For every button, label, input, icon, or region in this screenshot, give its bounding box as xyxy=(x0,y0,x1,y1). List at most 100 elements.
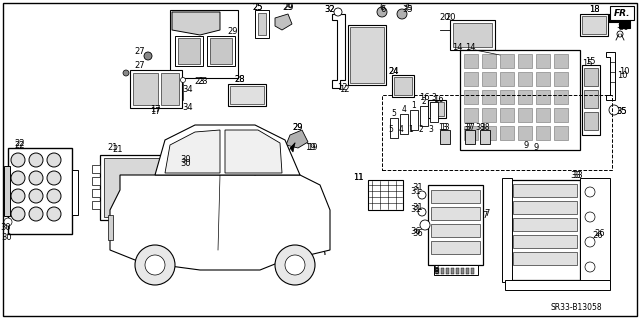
Polygon shape xyxy=(110,175,330,270)
Text: 22: 22 xyxy=(15,138,25,147)
Bar xyxy=(255,10,269,38)
Bar xyxy=(453,23,492,47)
Bar xyxy=(100,155,165,220)
Bar xyxy=(258,13,266,35)
Text: 25: 25 xyxy=(253,3,263,11)
Bar xyxy=(431,190,480,203)
Text: 30: 30 xyxy=(1,224,12,233)
Bar xyxy=(92,165,100,173)
Bar xyxy=(428,185,483,265)
Bar xyxy=(536,72,550,86)
Circle shape xyxy=(135,245,175,285)
Text: 33: 33 xyxy=(573,172,584,181)
Text: 23: 23 xyxy=(198,78,208,86)
Bar xyxy=(500,90,514,104)
Circle shape xyxy=(47,171,61,185)
Bar xyxy=(536,54,550,68)
Bar xyxy=(471,268,474,274)
Polygon shape xyxy=(172,12,220,35)
Bar xyxy=(580,14,608,36)
Text: 13: 13 xyxy=(440,122,450,131)
Bar xyxy=(368,180,403,210)
Bar xyxy=(482,54,496,68)
Circle shape xyxy=(29,189,43,203)
Bar xyxy=(513,252,577,265)
Text: 31: 31 xyxy=(413,204,423,212)
Text: 21: 21 xyxy=(113,145,124,154)
Circle shape xyxy=(334,8,342,16)
Text: 13: 13 xyxy=(438,122,448,131)
Bar xyxy=(464,126,478,140)
Bar xyxy=(165,165,173,173)
Text: 31: 31 xyxy=(413,183,423,192)
Bar xyxy=(510,180,580,280)
Bar xyxy=(430,102,438,122)
Bar xyxy=(536,90,550,104)
Circle shape xyxy=(11,153,25,167)
Circle shape xyxy=(609,105,619,115)
Bar xyxy=(431,241,480,254)
Bar xyxy=(518,54,532,68)
Text: 28: 28 xyxy=(235,76,245,85)
Bar xyxy=(513,201,577,214)
Text: 30: 30 xyxy=(180,159,191,167)
Text: 17: 17 xyxy=(150,106,160,115)
Text: 10: 10 xyxy=(619,68,629,77)
Bar xyxy=(92,189,100,197)
Bar xyxy=(207,36,235,66)
Circle shape xyxy=(29,171,43,185)
Circle shape xyxy=(144,52,152,60)
Bar xyxy=(436,268,439,274)
Bar xyxy=(230,86,264,104)
Bar xyxy=(460,50,580,150)
Text: 32: 32 xyxy=(324,4,335,13)
Text: 38: 38 xyxy=(475,122,485,131)
Text: 18: 18 xyxy=(589,5,599,14)
Bar xyxy=(108,215,113,240)
Bar xyxy=(428,100,446,118)
Text: 7: 7 xyxy=(483,211,488,219)
Text: 30: 30 xyxy=(617,21,627,31)
Circle shape xyxy=(11,189,25,203)
Bar xyxy=(228,84,266,106)
Text: 12: 12 xyxy=(337,84,348,93)
Text: 17: 17 xyxy=(150,108,160,116)
Bar xyxy=(431,207,480,220)
Bar xyxy=(465,130,475,144)
Bar xyxy=(584,68,598,86)
Text: 8: 8 xyxy=(433,265,438,275)
Text: 5: 5 xyxy=(388,125,394,135)
Text: 16: 16 xyxy=(419,93,429,101)
Bar xyxy=(420,106,428,126)
Text: 19: 19 xyxy=(307,144,317,152)
Bar xyxy=(554,126,568,140)
Bar xyxy=(482,126,496,140)
Text: 27: 27 xyxy=(134,61,145,70)
Circle shape xyxy=(47,153,61,167)
Text: 29: 29 xyxy=(292,123,303,132)
Text: 4: 4 xyxy=(399,125,403,135)
Polygon shape xyxy=(605,14,630,28)
Bar xyxy=(165,201,173,209)
Bar xyxy=(500,54,514,68)
Text: 38: 38 xyxy=(480,122,490,131)
Text: 34: 34 xyxy=(182,103,193,113)
Bar xyxy=(554,54,568,68)
Text: 19: 19 xyxy=(305,144,316,152)
Text: 26: 26 xyxy=(593,231,604,240)
Bar xyxy=(466,268,469,274)
Text: 1: 1 xyxy=(412,100,417,109)
Bar xyxy=(400,114,408,134)
Text: 25: 25 xyxy=(253,3,263,11)
Text: 4: 4 xyxy=(401,105,406,114)
Polygon shape xyxy=(165,130,220,173)
Bar xyxy=(165,177,173,185)
Bar xyxy=(582,65,600,135)
Text: 32: 32 xyxy=(324,4,335,13)
Circle shape xyxy=(585,237,595,247)
Text: 33: 33 xyxy=(571,172,581,181)
Polygon shape xyxy=(286,130,308,148)
Text: 9: 9 xyxy=(524,140,529,150)
Bar xyxy=(461,268,464,274)
Bar xyxy=(536,126,550,140)
